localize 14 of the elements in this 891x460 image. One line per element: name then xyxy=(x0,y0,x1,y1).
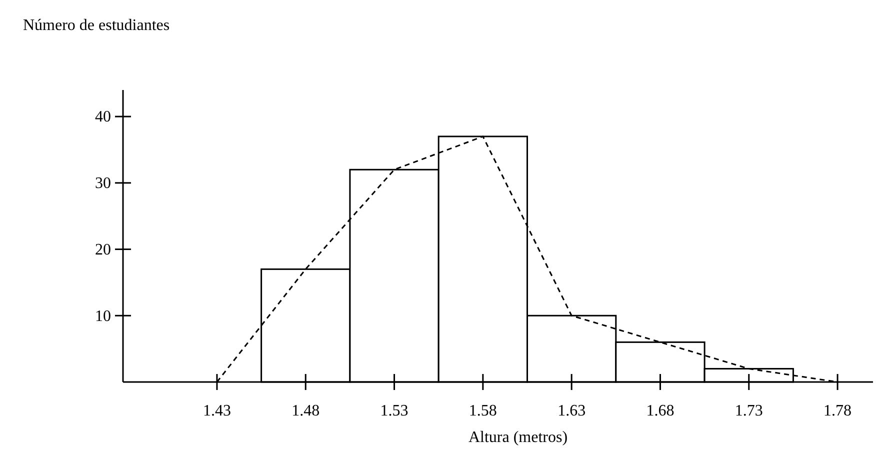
y-tick-label: 30 xyxy=(95,175,111,192)
x-tick-label: 1.43 xyxy=(202,402,231,420)
x-tick-label: 1.63 xyxy=(558,402,586,420)
x-tick-label: 1.78 xyxy=(824,402,852,420)
x-tick-label: 1.53 xyxy=(380,402,408,420)
x-tick-label: 1.68 xyxy=(646,402,674,420)
x-tick-label: 1.73 xyxy=(734,402,763,420)
y-tick-label: 40 xyxy=(95,108,111,126)
x-tick-label: 1.48 xyxy=(292,402,320,420)
y-tick-label: 10 xyxy=(95,308,111,325)
x-tick-label: 1.58 xyxy=(468,402,497,420)
y-axis-title: Número de estudiantes xyxy=(23,17,170,34)
x-axis-title: Altura (metros) xyxy=(468,429,568,446)
y-tick-label: 20 xyxy=(95,241,111,258)
